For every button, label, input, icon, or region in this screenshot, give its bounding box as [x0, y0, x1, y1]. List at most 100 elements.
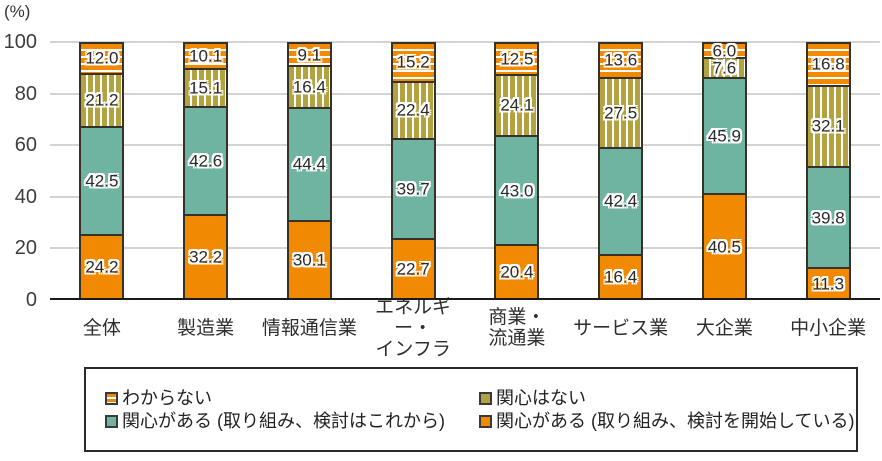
bar-8: 11.3 39.8 32.1 16.8 [805, 42, 851, 300]
legend-item-3: 関心がある (取り組み、検討はこれから) [105, 412, 479, 430]
legend: わからない 関心はない 関心がある (取り組み、検討はこれから) 関心がある (取り組… [84, 367, 858, 452]
value-label: 6.0 [712, 41, 737, 61]
legend-label: 関心がある (取り組み、検討を開始している) [496, 411, 855, 431]
value-label: 22.7 [396, 259, 430, 279]
segment-teal: 44.4 [288, 108, 330, 222]
x-category-label-5: 商業・ 流通業 [488, 307, 546, 349]
segment-orange-stripe: 16.8 [807, 44, 849, 87]
grid-line-60 [50, 144, 880, 147]
bar-3: 30.1 44.4 16.4 9.1 [286, 42, 332, 300]
segment-orange: 30.1 [288, 221, 330, 298]
value-label: 16.8 [811, 54, 845, 74]
y-tick-label-40: 40 [14, 185, 37, 208]
value-label: 39.8 [811, 208, 845, 228]
bar-4: 22.7 39.7 22.4 15.2 [390, 42, 436, 300]
segment-orange-stripe: 9.1 [288, 44, 330, 68]
segment-orange-stripe: 6.0 [703, 42, 745, 60]
grid-line-100 [50, 41, 880, 43]
segment-olive-stripe: 7.6 [703, 59, 745, 79]
legend-swatch-icon [479, 391, 492, 405]
segment-olive-stripe: 16.4 [288, 67, 330, 109]
segment-orange: 24.2 [81, 236, 123, 298]
x-category-label-1: 全体 [82, 317, 121, 339]
segment-orange: 11.3 [807, 269, 849, 298]
value-label: 20.4 [500, 262, 534, 282]
segment-olive-stripe: 22.4 [392, 82, 434, 140]
value-label: 9.1 [297, 45, 322, 65]
value-label: 32.1 [811, 116, 845, 136]
segment-teal: 43.0 [496, 136, 538, 247]
grid-line-40 [50, 195, 880, 198]
value-label: 24.2 [85, 257, 119, 277]
x-axis-baseline [50, 298, 880, 300]
x-category-label-4: エネルギー・ インフラ [375, 296, 452, 360]
value-label: 11.3 [812, 274, 845, 294]
legend-swatch-icon [479, 414, 492, 428]
plot-area: 24.2 42.5 21.2 12.0 32.2 42.6 15.1 10.1 30.1 44.4… [50, 41, 880, 300]
x-category-label-6: サービス業 [573, 317, 669, 339]
value-label: 10.1 [189, 46, 223, 66]
y-axis: 0 20 40 60 80 100 [0, 32, 37, 310]
segment-olive-stripe: 15.1 [185, 69, 227, 109]
x-axis-labels: 全体 製造業 情報通信業 エネルギー・ インフラ 商業・ 流通業 サービス業 大企業 中小企業 [50, 296, 880, 360]
bar-7: 40.5 45.9 7.6 6.0 [701, 42, 747, 300]
value-label: 39.7 [396, 179, 430, 199]
y-tick-label-80: 80 [14, 82, 37, 105]
segment-orange: 20.4 [496, 246, 538, 298]
segment-teal: 39.8 [807, 168, 849, 270]
grid-line-80 [50, 92, 880, 95]
legend-swatch-icon [105, 391, 118, 405]
segment-olive-stripe: 27.5 [600, 78, 642, 149]
bar-1: 24.2 42.5 21.2 12.0 [79, 42, 125, 300]
value-label: 42.4 [604, 191, 638, 211]
segment-orange-stripe: 13.6 [600, 44, 642, 79]
legend-swatch-icon [105, 414, 118, 428]
value-label: 27.5 [604, 103, 638, 123]
grid-line-20 [50, 247, 880, 250]
legend-item-2: 関心はない [479, 389, 856, 407]
legend-item-4: 関心がある (取り組み、検討を開始している) [479, 412, 856, 430]
y-tick-label-100: 100 [3, 31, 37, 53]
segment-orange-stripe: 12.0 [81, 44, 123, 75]
segment-olive-stripe: 32.1 [807, 86, 849, 169]
legend-item-1: わからない [105, 389, 479, 407]
segment-teal: 42.6 [185, 108, 227, 217]
x-category-label-2: 製造業 [177, 317, 235, 339]
segment-teal: 42.5 [81, 128, 123, 237]
value-label: 21.2 [85, 90, 119, 110]
bar-5: 20.4 43.0 24.1 12.5 [494, 42, 540, 300]
value-label: 15.1 [189, 78, 223, 98]
legend-label: 関心はない [496, 388, 586, 408]
bar-6: 16.4 42.4 27.5 13.6 [598, 42, 644, 300]
bar-2: 32.2 42.6 15.1 10.1 [183, 42, 229, 300]
value-label: 22.4 [396, 100, 430, 120]
segment-teal: 45.9 [703, 78, 745, 196]
value-label: 42.5 [85, 171, 119, 191]
segment-teal: 42.4 [600, 148, 642, 257]
segment-teal: 39.7 [392, 139, 434, 241]
value-label: 13.6 [604, 50, 638, 70]
value-label: 12.0 [85, 48, 119, 68]
y-tick-label-0: 0 [25, 289, 37, 311]
value-label: 42.6 [189, 151, 223, 171]
value-label: 15.2 [396, 52, 430, 72]
y-tick-label-20: 20 [14, 237, 37, 260]
y-axis-unit-label: (%) [4, 2, 31, 21]
segment-orange-stripe: 12.5 [496, 44, 538, 76]
x-category-label-3: 情報通信業 [261, 317, 357, 339]
segment-olive-stripe: 24.1 [496, 75, 538, 137]
value-label: 40.5 [707, 237, 741, 257]
legend-label: わからない [122, 388, 212, 408]
segment-orange: 32.2 [185, 216, 227, 298]
value-label: 24.1 [500, 95, 534, 115]
segment-olive-stripe: 21.2 [81, 74, 123, 129]
segment-orange: 40.5 [703, 195, 745, 298]
segment-orange-stripe: 15.2 [392, 44, 434, 83]
value-label: 12.5 [500, 49, 534, 69]
value-label: 43.0 [500, 181, 534, 201]
x-category-label-8: 中小企業 [790, 317, 867, 339]
value-label: 30.1 [292, 250, 326, 270]
value-label: 7.6 [712, 58, 737, 78]
segment-orange: 16.4 [600, 256, 642, 298]
